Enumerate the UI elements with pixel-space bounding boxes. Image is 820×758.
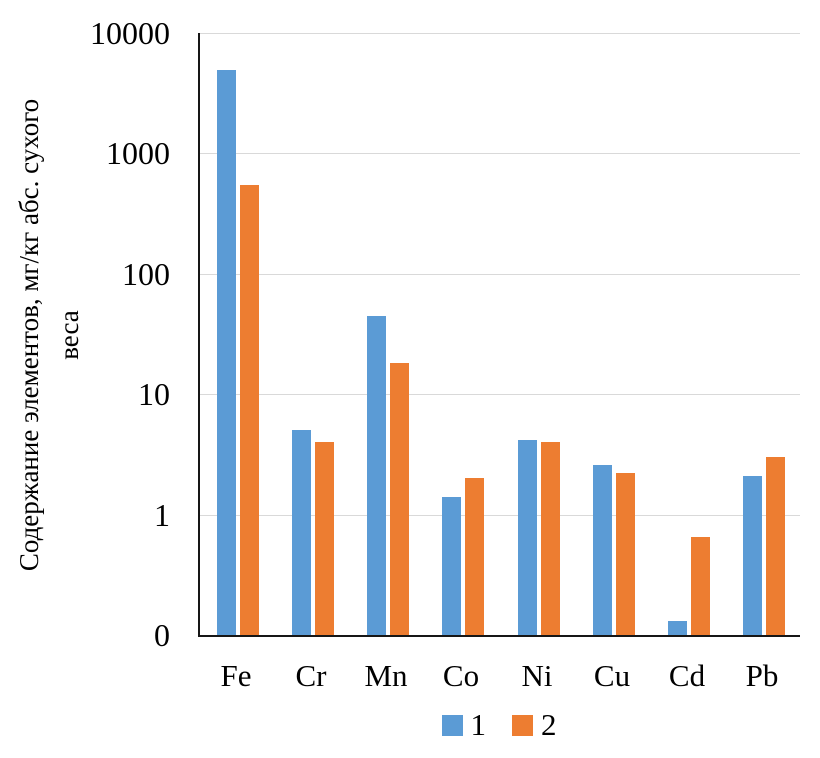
x-axis-label-Cu: Cu bbox=[593, 658, 631, 693]
bar-Pb-series-2 bbox=[766, 457, 785, 635]
bar-Cr-series-2 bbox=[315, 442, 334, 635]
bar-Ni-series-1 bbox=[518, 440, 537, 635]
x-axis: Fe Cr Mn Co Ni Cu Cd Pb bbox=[198, 658, 800, 698]
x-axis-label-Cr: Cr bbox=[295, 658, 327, 693]
x-axis-label-Ni: Ni bbox=[521, 658, 553, 693]
x-axis-label-Cd: Cd bbox=[668, 658, 706, 693]
y-axis-tick-label: 0 bbox=[154, 617, 170, 653]
legend-item-2: 2 bbox=[512, 708, 557, 742]
bar-Co-series-2 bbox=[465, 478, 484, 635]
gridline bbox=[200, 273, 800, 275]
gridline bbox=[200, 33, 800, 34]
y-axis-tick-label: 10000 bbox=[90, 15, 170, 51]
gridline bbox=[200, 153, 800, 155]
legend-swatch-icon bbox=[512, 714, 533, 736]
gridline bbox=[200, 394, 800, 396]
bar-Fe-series-1 bbox=[217, 70, 236, 635]
y-axis: 10000 1000 100 10 1 0 bbox=[30, 0, 170, 758]
bar-Mn-series-1 bbox=[367, 316, 386, 635]
legend-label: 1 bbox=[470, 707, 487, 742]
bar-Cd-series-2 bbox=[691, 537, 710, 635]
legend-item-1: 1 bbox=[441, 707, 487, 742]
x-axis-label-Mn: Mn bbox=[364, 658, 408, 693]
y-axis-tick-label: 1 bbox=[154, 496, 170, 533]
bar-Pb-series-1 bbox=[743, 476, 762, 635]
y-axis-tick-label: 100 bbox=[122, 255, 170, 292]
bar-Ni-series-2 bbox=[541, 442, 560, 635]
x-axis-label-Co: Co bbox=[442, 658, 480, 693]
gridline bbox=[200, 514, 800, 516]
x-axis-label-Pb: Pb bbox=[745, 658, 779, 693]
bar-Co-series-1 bbox=[442, 497, 461, 635]
bar-Cu-series-2 bbox=[616, 473, 635, 635]
x-axis-label-Fe: Fe bbox=[220, 658, 252, 693]
bar-Cr-series-1 bbox=[292, 430, 311, 635]
y-axis-tick-label: 10 bbox=[138, 376, 170, 413]
bar-Fe-series-2 bbox=[240, 185, 259, 635]
legend-label: 2 bbox=[541, 707, 557, 742]
bar-Cd-series-1 bbox=[668, 621, 687, 635]
bar-Mn-series-2 bbox=[390, 363, 409, 635]
plot-area bbox=[198, 33, 800, 637]
bar-Cu-series-1 bbox=[593, 465, 612, 635]
legend-swatch-icon bbox=[441, 714, 463, 736]
y-axis-tick-label: 1000 bbox=[106, 135, 170, 172]
